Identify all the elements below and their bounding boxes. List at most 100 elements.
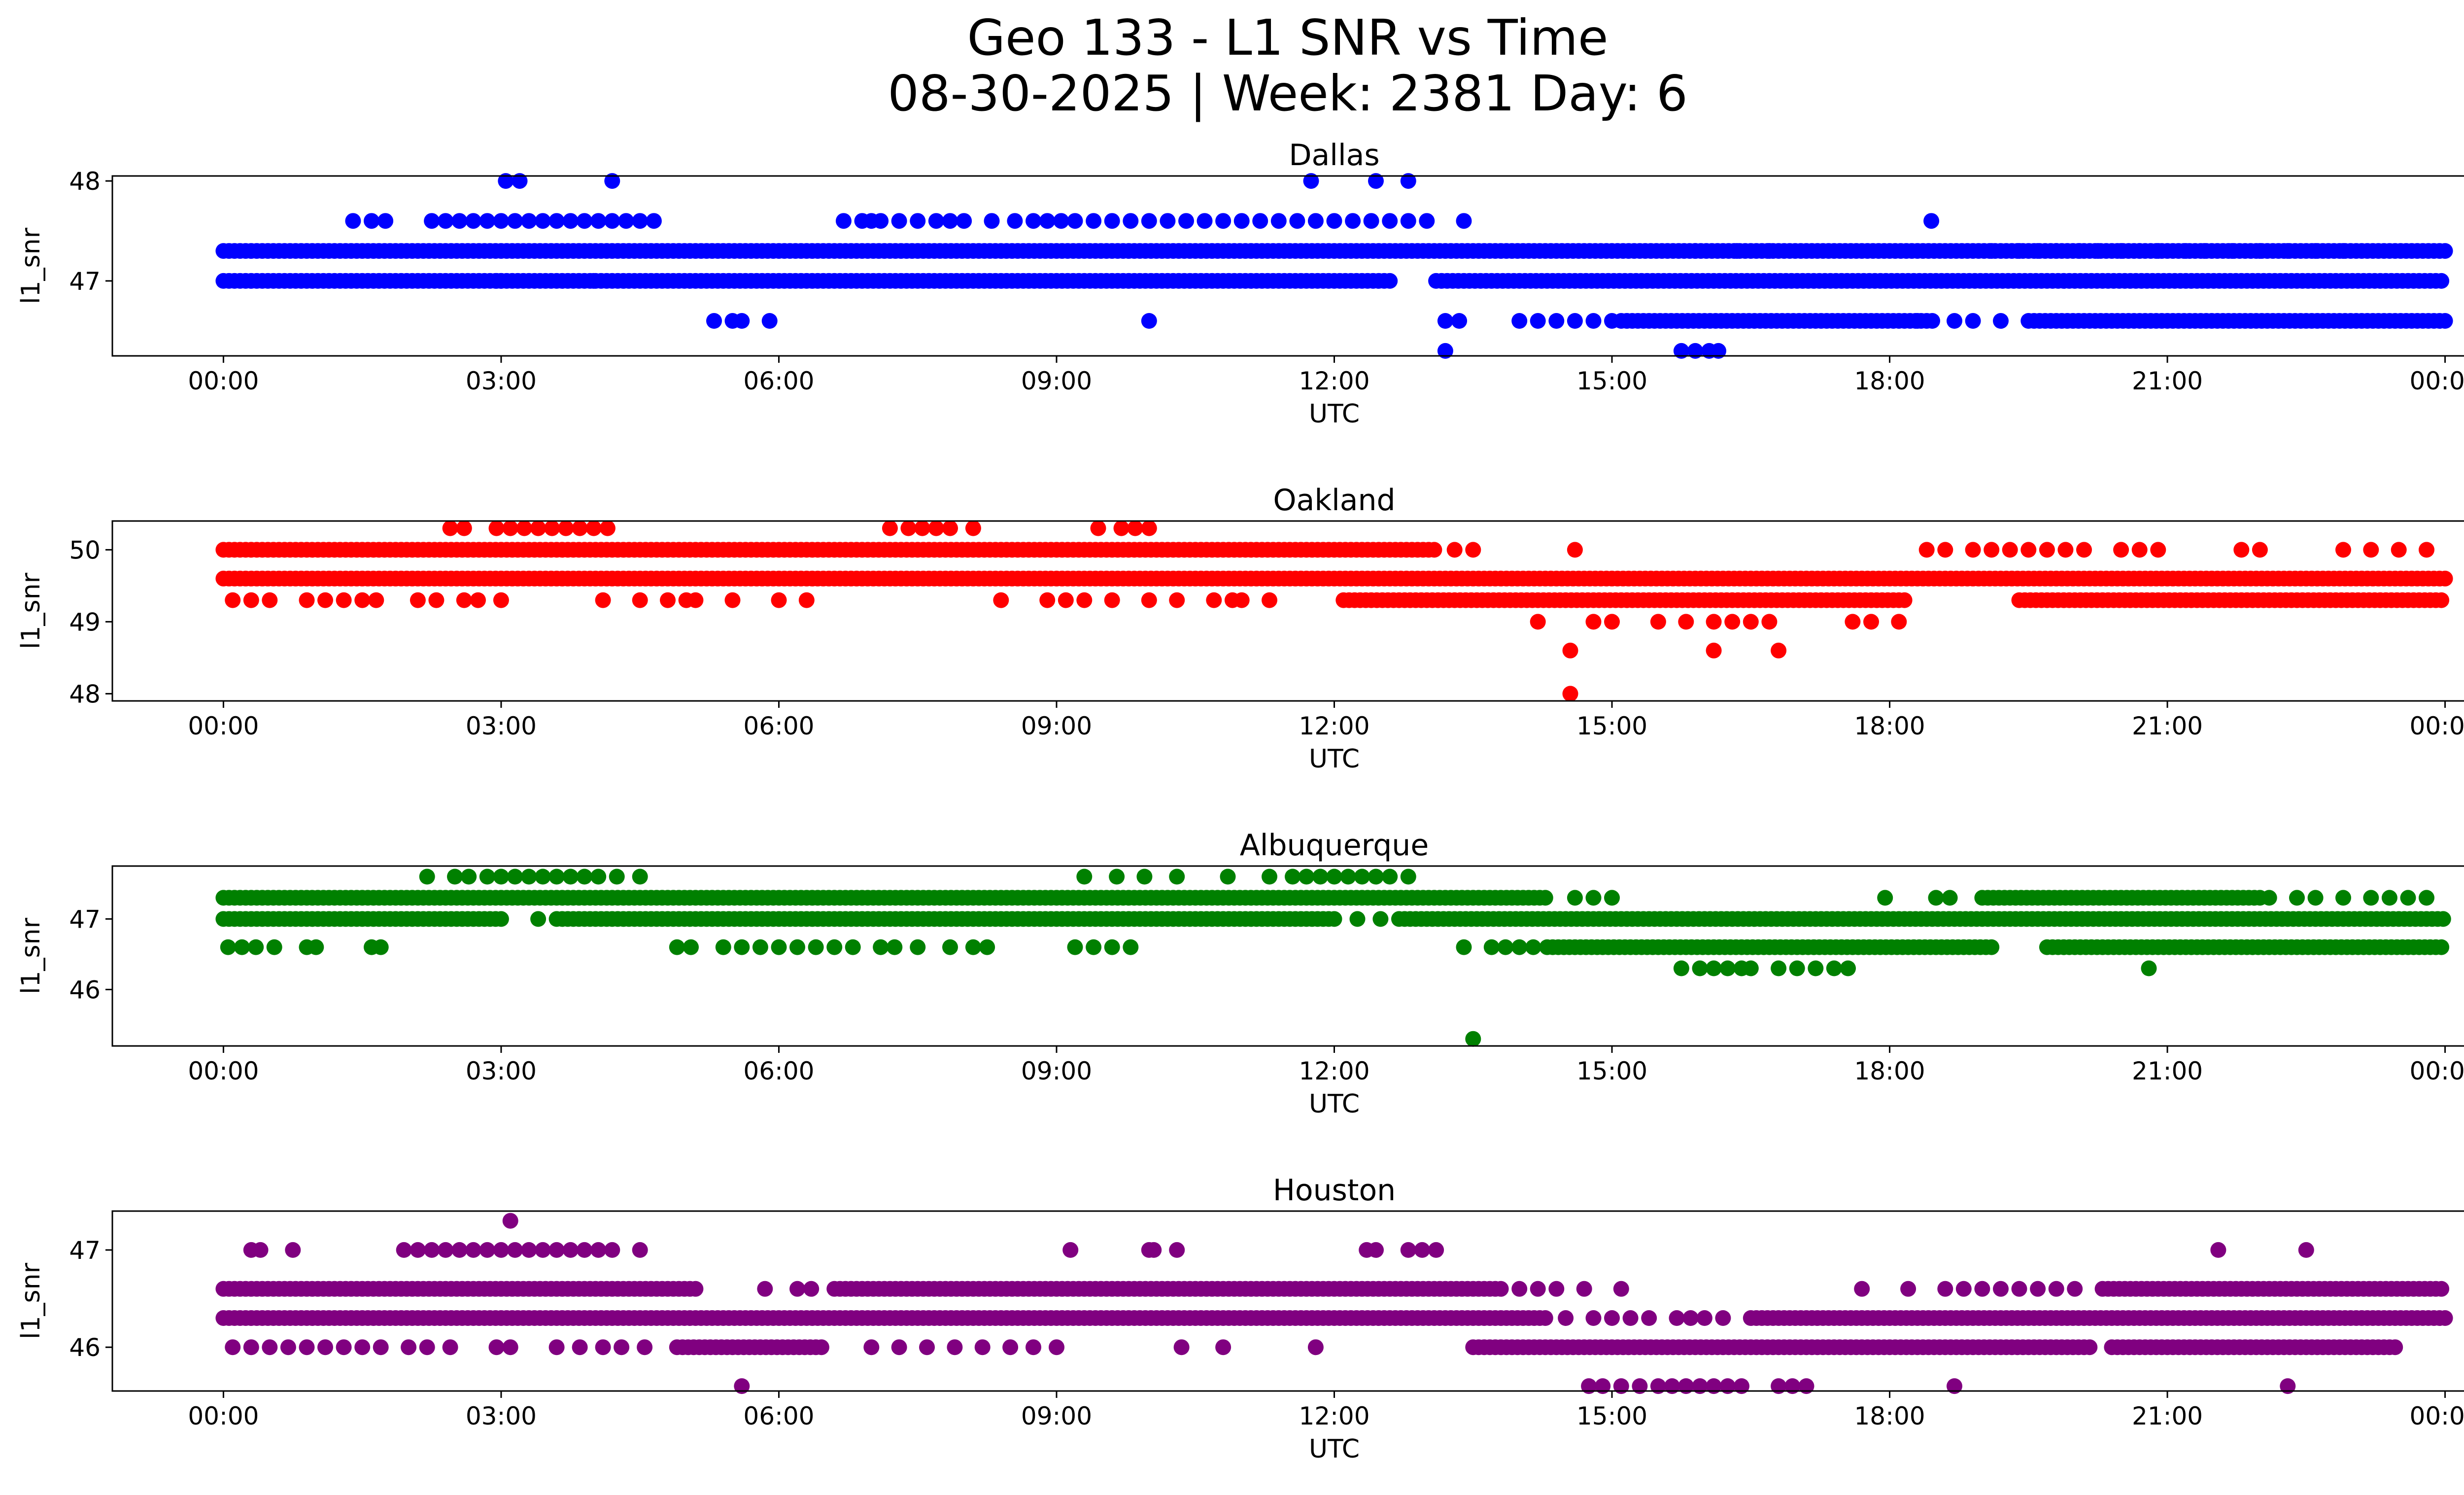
x-tick-label: 18:00 (1854, 712, 1925, 740)
data-point (604, 173, 620, 189)
data-point (1058, 592, 1074, 608)
data-point (1414, 1242, 1430, 1258)
data-point (451, 213, 468, 229)
data-point (1711, 343, 1726, 359)
data-point (1585, 313, 1602, 329)
data-point (590, 1242, 607, 1258)
data-point (1604, 1310, 1620, 1326)
data-point (891, 1339, 907, 1356)
data-point (1581, 1378, 1597, 1394)
data-point (419, 1339, 435, 1356)
data-point (1719, 1378, 1736, 1394)
data-point (1428, 1242, 1444, 1258)
data-point (1984, 243, 2000, 259)
data-point (1456, 939, 1472, 955)
data-point (1669, 1310, 1685, 1326)
data-point (479, 869, 495, 885)
data-point (993, 592, 1009, 608)
data-point (1692, 1378, 1708, 1394)
data-point (1706, 1378, 1722, 1394)
subplot-title: Albuquerque (1240, 828, 1429, 863)
data-point (470, 592, 486, 608)
data-point (1955, 1281, 1972, 1297)
data-point (1178, 213, 1194, 229)
data-point (1784, 1378, 1801, 1394)
data-point (789, 1281, 805, 1297)
data-point (1109, 869, 1125, 885)
data-point (2011, 1281, 2027, 1297)
data-point (835, 213, 852, 229)
data-point (345, 213, 361, 229)
data-point (724, 592, 741, 608)
data-point (845, 939, 861, 955)
data-point (2335, 542, 2351, 558)
data-point (461, 869, 477, 885)
y-tick-label: 47 (69, 905, 101, 934)
data-point (1141, 313, 1157, 329)
data-point (1289, 213, 1305, 229)
data-point (891, 213, 907, 229)
data-point (1974, 1281, 1990, 1297)
x-tick-label: 15:00 (1576, 367, 1647, 395)
data-point (548, 1339, 565, 1356)
data-point (535, 1242, 551, 1258)
data-point (1002, 1339, 1019, 1356)
data-point (2113, 243, 2129, 259)
data-point (1127, 520, 1143, 536)
data-point (1548, 313, 1565, 329)
data-point (1734, 1378, 1749, 1394)
x-tick-label: 00:00 (188, 1402, 259, 1430)
x-axis-label: UTC (1309, 1089, 1360, 1119)
data-point (2298, 1242, 2314, 1258)
x-tick-label: 00:00 (2410, 367, 2464, 395)
data-point (2113, 542, 2129, 558)
data-point (1299, 869, 1315, 885)
data-point (798, 592, 815, 608)
data-point (1252, 213, 1268, 229)
data-point (364, 213, 379, 229)
x-tick-label: 03:00 (466, 1402, 537, 1430)
data-point (1840, 960, 1856, 976)
data-point (1363, 213, 1379, 229)
data-point (1993, 313, 2009, 329)
data-point (493, 592, 509, 608)
data-point (2196, 243, 2213, 259)
data-point (1104, 939, 1120, 955)
x-tick-label: 09:00 (1021, 1057, 1092, 1085)
data-point (1537, 890, 1553, 906)
data-points (215, 869, 2451, 1047)
data-point (562, 869, 579, 885)
x-tick-label: 00:00 (188, 712, 259, 740)
data-point (1446, 542, 1463, 558)
data-point (1789, 960, 1805, 976)
data-point (771, 939, 787, 955)
data-point (914, 520, 930, 536)
data-point (1233, 592, 1250, 608)
x-axis-label: UTC (1309, 744, 1360, 774)
data-point (2071, 243, 2088, 259)
x-tick-label: 18:00 (1854, 367, 1925, 395)
y-tick-label: 46 (69, 1333, 101, 1362)
data-point (548, 1242, 565, 1258)
data-point (1382, 869, 1398, 885)
x-tick-label: 21:00 (2132, 1057, 2203, 1085)
data-point (1062, 1242, 1079, 1258)
data-point (646, 213, 662, 229)
data-point (1400, 1242, 1416, 1258)
data-point (1585, 890, 1602, 906)
data-point (548, 213, 565, 229)
data-point (1039, 592, 1056, 608)
subplot-title: Houston (1273, 1173, 1396, 1208)
data-point (1715, 1310, 1731, 1326)
data-point (479, 213, 495, 229)
x-tick-label: 21:00 (2132, 712, 2203, 740)
data-point (1086, 213, 1102, 229)
x-tick-label: 06:00 (743, 1057, 814, 1085)
data-point (2391, 542, 2407, 558)
data-point (493, 1242, 509, 1258)
x-tick-label: 00:00 (188, 1057, 259, 1085)
data-point (1585, 1310, 1602, 1326)
data-point (2387, 1339, 2403, 1356)
data-point (1007, 213, 1023, 229)
